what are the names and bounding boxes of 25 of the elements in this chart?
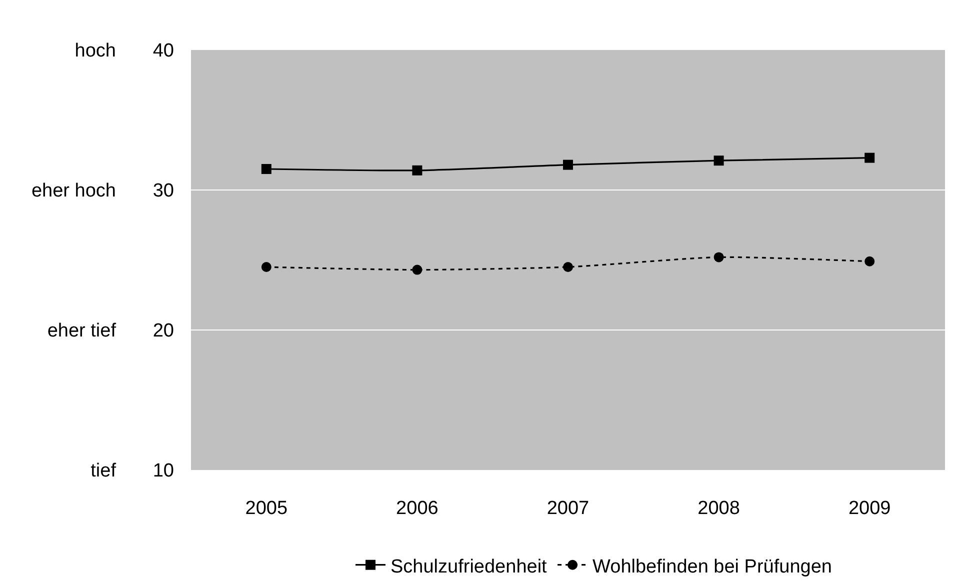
category-label: eher tief <box>47 320 116 342</box>
point <box>714 156 724 166</box>
y-tick-label: 30 <box>152 180 174 202</box>
y-tick-label: 10 <box>152 460 174 482</box>
point <box>261 262 272 272</box>
category-label: tief <box>90 460 116 482</box>
x-tick-label: 2006 <box>396 498 438 519</box>
category-label: eher hoch <box>31 180 116 202</box>
point <box>261 164 272 174</box>
point <box>412 264 422 275</box>
category-label: hoch <box>74 40 116 62</box>
point <box>714 252 724 262</box>
x-tick-label: 2009 <box>848 498 891 519</box>
legend-label: Schulzufriedenheit <box>390 556 548 578</box>
y-tick-label: 20 <box>152 320 174 342</box>
point <box>563 262 573 272</box>
y-tick-label: 40 <box>152 40 174 62</box>
point <box>563 160 573 170</box>
point <box>864 256 875 266</box>
legend-label: Wohlbefinden bei Prüfungen <box>592 556 832 578</box>
point <box>864 152 875 163</box>
x-tick-label: 2007 <box>546 498 590 519</box>
point <box>412 165 422 176</box>
x-tick-label: 2005 <box>245 498 288 519</box>
x-tick-label: 2008 <box>698 498 740 519</box>
